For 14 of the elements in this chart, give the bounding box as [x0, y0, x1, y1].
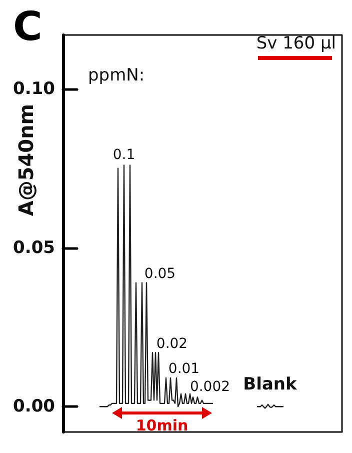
annotation: 10min	[136, 416, 188, 434]
y-tick-label: 0.05	[13, 238, 55, 258]
annotation: 0.02	[156, 336, 188, 352]
y-tick-label: 0.10	[13, 78, 56, 99]
annotation: ppmN:	[88, 66, 145, 86]
annotation: 0.1	[112, 147, 136, 163]
annotation: 0.05	[144, 266, 176, 282]
annotation: Sv 160 µl	[256, 34, 336, 54]
y-tick-label: 0.00	[13, 396, 56, 417]
annotation: Blank	[243, 374, 298, 394]
annotation: 0.002	[190, 379, 230, 395]
y-axis-title: A@540nm	[14, 104, 38, 216]
annotation: 0.01	[168, 361, 200, 377]
chart-title: C	[13, 4, 42, 50]
